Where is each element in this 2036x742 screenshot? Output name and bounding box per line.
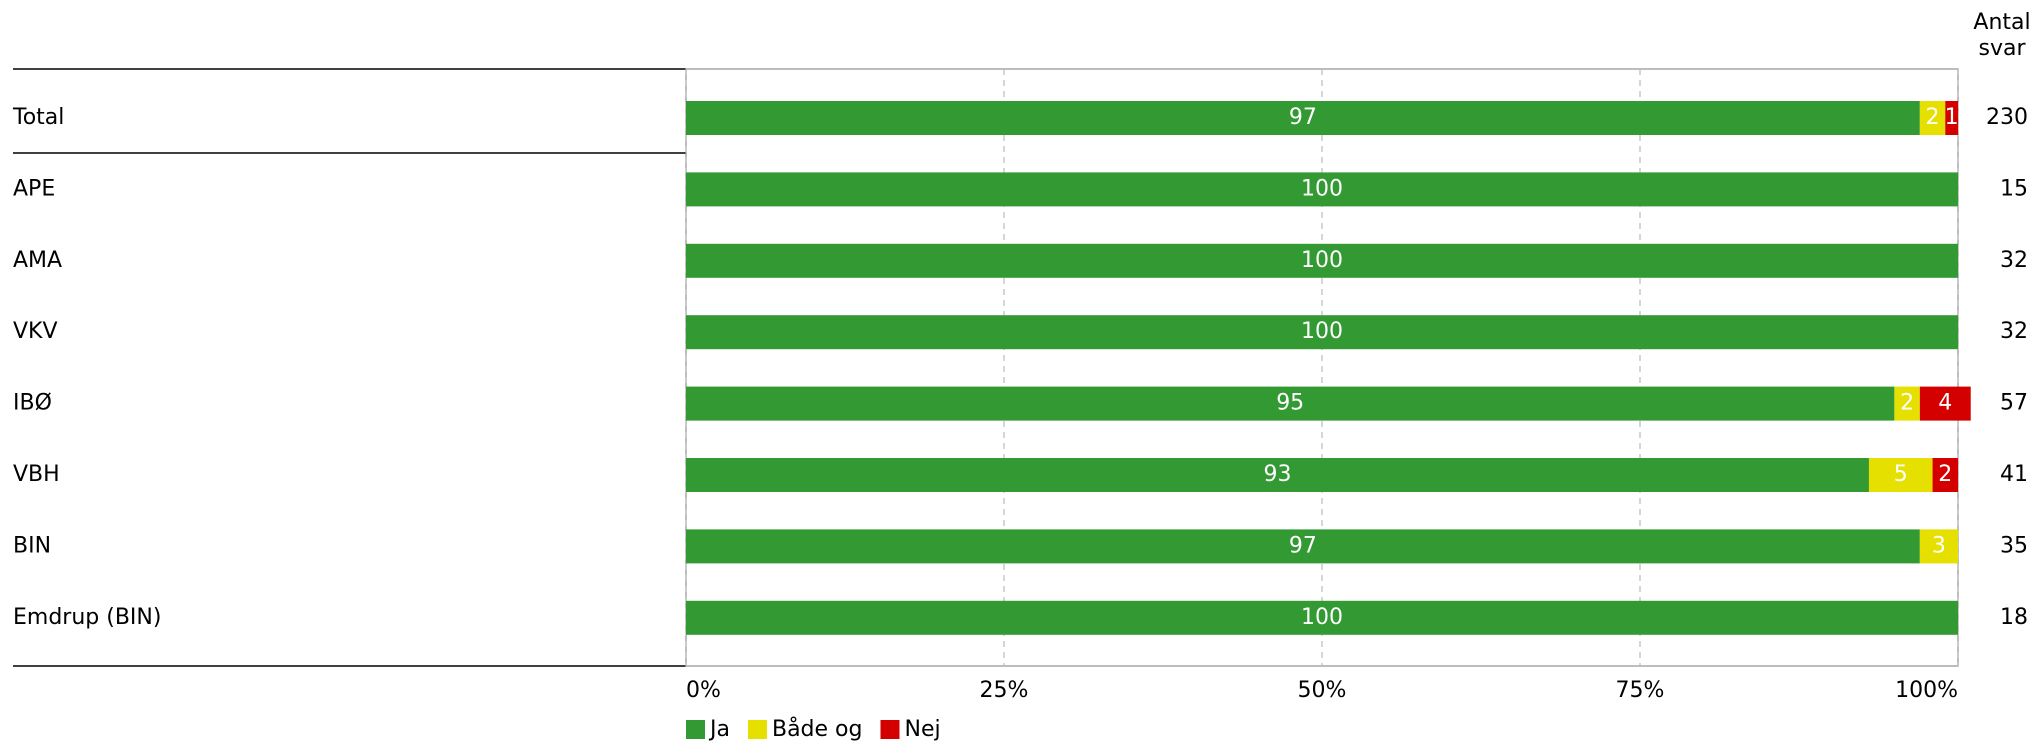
data-label: 4 bbox=[1938, 391, 1952, 416]
data-label: 93 bbox=[1263, 462, 1291, 487]
legend-swatch bbox=[747, 720, 767, 739]
category-label: IBØ bbox=[13, 391, 52, 416]
legend-label: Både og bbox=[772, 716, 863, 742]
x-tick-label: 50% bbox=[1298, 678, 1347, 703]
bar-segment bbox=[686, 101, 1920, 135]
category-label: Total bbox=[12, 105, 64, 130]
bar-segment bbox=[1945, 101, 1958, 135]
data-label: 100 bbox=[1301, 605, 1343, 630]
data-label: 97 bbox=[1289, 533, 1317, 558]
count-header: Antal bbox=[1973, 10, 2030, 35]
bar-segment bbox=[1868, 458, 1933, 492]
count-label: 41 bbox=[2000, 462, 2028, 487]
bar-segment bbox=[686, 458, 1869, 492]
data-label: 2 bbox=[1926, 105, 1940, 130]
data-label: 5 bbox=[1894, 462, 1908, 487]
data-label: 97 bbox=[1289, 105, 1317, 130]
bar-segment bbox=[1932, 458, 1958, 492]
bar-segment bbox=[1919, 386, 1971, 421]
category-label: VBH bbox=[13, 462, 60, 487]
bar-segment bbox=[1894, 386, 1920, 421]
category-label: Emdrup (BIN) bbox=[13, 605, 161, 630]
count-label: 35 bbox=[2000, 533, 2028, 558]
count-header: svar bbox=[1978, 36, 2026, 61]
data-label: 95 bbox=[1276, 391, 1304, 416]
legend-swatch bbox=[686, 720, 705, 739]
x-tick-label: 25% bbox=[980, 678, 1029, 703]
category-label: APE bbox=[13, 176, 55, 201]
data-label: 1 bbox=[1945, 105, 1959, 130]
count-label: 230 bbox=[1986, 105, 2028, 130]
bar-segment bbox=[686, 600, 1958, 635]
bar-segment bbox=[686, 243, 1958, 278]
bar-segment bbox=[686, 315, 1958, 350]
x-tick-label: 0% bbox=[686, 678, 721, 703]
category-label: AMA bbox=[13, 248, 62, 273]
legend-label: Ja bbox=[708, 717, 730, 742]
legend-swatch bbox=[880, 720, 900, 739]
count-label: 18 bbox=[2000, 605, 2028, 630]
data-label: 2 bbox=[1900, 391, 1914, 416]
bar-segment bbox=[1919, 529, 1958, 564]
x-tick-label: 75% bbox=[1616, 678, 1665, 703]
count-label: 57 bbox=[2000, 391, 2028, 416]
bar-segment bbox=[1919, 101, 1946, 135]
data-label: 100 bbox=[1301, 248, 1343, 273]
bar-segment bbox=[686, 386, 1895, 421]
count-label: 32 bbox=[2000, 319, 2028, 344]
data-label: 100 bbox=[1301, 319, 1343, 344]
bar-segment bbox=[686, 172, 1958, 207]
category-label: BIN bbox=[13, 533, 51, 558]
data-label: 2 bbox=[1938, 462, 1952, 487]
category-label: VKV bbox=[13, 319, 58, 344]
count-label: 15 bbox=[2000, 176, 2028, 201]
bar-segment bbox=[686, 529, 1920, 564]
data-label: 100 bbox=[1301, 176, 1343, 201]
legend-label: Nej bbox=[904, 717, 940, 742]
data-label: 3 bbox=[1932, 533, 1946, 558]
x-tick-label: 100% bbox=[1895, 678, 1958, 703]
count-label: 32 bbox=[2000, 248, 2028, 273]
